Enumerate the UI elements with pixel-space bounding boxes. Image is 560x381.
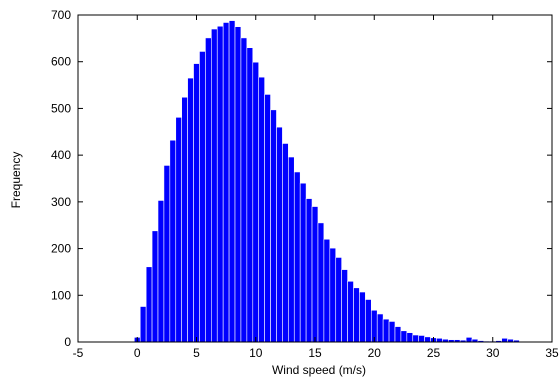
bar: [139, 306, 147, 343]
y-tick-label: 200: [51, 242, 71, 256]
bar: [293, 171, 301, 343]
bar: [501, 337, 508, 343]
bar: [436, 337, 443, 343]
x-tick-label: 15: [308, 346, 322, 360]
bar: [246, 47, 254, 343]
y-tick-label: 100: [51, 288, 71, 302]
y-axis-label: Frequency: [9, 152, 23, 209]
bar: [193, 63, 200, 343]
x-tick-label: 35: [545, 346, 559, 360]
bar: [418, 335, 425, 343]
bar: [394, 326, 402, 343]
bar: [299, 182, 307, 343]
bar: [282, 143, 289, 343]
bar: [305, 198, 313, 343]
bar: [424, 336, 431, 343]
bar: [382, 318, 390, 343]
x-tick-label: 10: [249, 346, 263, 360]
bar: [228, 20, 236, 343]
bar: [347, 280, 354, 343]
bar: [359, 291, 366, 343]
bar: [234, 26, 242, 343]
bar: [151, 230, 159, 343]
bar: [222, 22, 230, 343]
x-axis-label: Wind speed (m/s): [272, 363, 366, 377]
bar: [258, 76, 265, 343]
bar: [276, 126, 283, 343]
bar: [199, 51, 206, 343]
bars: [133, 20, 520, 343]
bar: [400, 330, 408, 343]
bar: [169, 139, 177, 343]
y-tick-label: 400: [51, 148, 71, 162]
bar: [353, 287, 360, 343]
x-tick-label: 0: [134, 346, 141, 360]
bar: [187, 77, 194, 343]
bar: [240, 37, 248, 343]
bar: [216, 25, 224, 343]
x-tick-label: 30: [486, 346, 500, 360]
bar: [329, 247, 337, 343]
x-tick-label: 20: [368, 346, 382, 360]
bar: [163, 165, 171, 343]
bar: [376, 313, 384, 343]
y-tick-label: 0: [64, 335, 71, 349]
bar: [406, 332, 414, 343]
bar: [264, 94, 271, 343]
y-tick-label: 700: [51, 8, 71, 22]
bar: [341, 269, 348, 343]
x-tick-label: -5: [73, 346, 84, 360]
y-tick-label: 500: [51, 101, 71, 115]
bar: [270, 109, 277, 343]
bar: [365, 299, 372, 343]
y-tick-label: 300: [51, 195, 71, 209]
x-tick-label: 5: [193, 346, 200, 360]
bar: [175, 117, 182, 343]
bar: [317, 222, 325, 343]
bar: [211, 28, 218, 343]
bar: [288, 156, 295, 343]
bar: [335, 257, 342, 343]
x-tick-label: 25: [427, 346, 441, 360]
y-tick-label: 600: [51, 55, 71, 69]
bar: [412, 334, 419, 343]
bar: [145, 266, 153, 343]
bar: [388, 321, 396, 343]
bar: [465, 337, 473, 343]
bar: [205, 37, 212, 343]
bar: [157, 200, 165, 343]
bar: [181, 96, 188, 343]
bar: [311, 206, 319, 343]
bar: [252, 61, 260, 343]
bar: [323, 238, 331, 343]
